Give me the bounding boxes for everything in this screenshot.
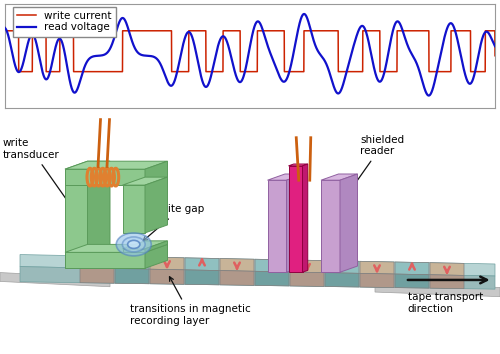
Polygon shape — [321, 174, 358, 180]
Polygon shape — [20, 267, 495, 289]
Polygon shape — [150, 257, 184, 270]
Polygon shape — [65, 252, 145, 268]
Polygon shape — [122, 185, 145, 233]
Polygon shape — [286, 174, 304, 272]
read voltage — [87, 56, 93, 60]
Polygon shape — [122, 249, 145, 252]
Polygon shape — [145, 177, 168, 233]
Polygon shape — [302, 164, 308, 272]
write current — [2, 29, 8, 33]
Ellipse shape — [116, 233, 151, 256]
Polygon shape — [145, 244, 168, 268]
read voltage — [430, 86, 436, 90]
Polygon shape — [65, 161, 168, 169]
Polygon shape — [145, 241, 168, 252]
Polygon shape — [360, 273, 394, 287]
Polygon shape — [80, 268, 114, 283]
Polygon shape — [185, 258, 219, 270]
Polygon shape — [268, 174, 304, 180]
Polygon shape — [80, 256, 114, 268]
Line: write current: write current — [5, 31, 495, 72]
Polygon shape — [0, 273, 110, 287]
Text: shielded
reader: shielded reader — [348, 135, 404, 194]
Legend: write current, read voltage: write current, read voltage — [12, 7, 116, 36]
Polygon shape — [65, 169, 145, 185]
Polygon shape — [150, 269, 184, 284]
Polygon shape — [325, 261, 359, 273]
Polygon shape — [290, 260, 324, 273]
write current — [16, 69, 22, 74]
Text: transitions in magnetic
recording layer: transitions in magnetic recording layer — [130, 277, 251, 326]
write current — [482, 29, 488, 33]
read voltage — [190, 37, 196, 41]
Polygon shape — [255, 259, 289, 272]
Polygon shape — [65, 244, 168, 252]
read voltage — [58, 38, 64, 42]
Polygon shape — [288, 166, 302, 272]
Text: tape transport
direction: tape transport direction — [408, 292, 483, 314]
read voltage — [492, 44, 498, 48]
Polygon shape — [288, 164, 308, 166]
write current — [58, 29, 64, 33]
Polygon shape — [321, 180, 340, 272]
write current — [190, 29, 196, 33]
Polygon shape — [290, 272, 324, 286]
Ellipse shape — [128, 240, 140, 249]
Polygon shape — [220, 270, 254, 285]
read voltage — [482, 30, 488, 34]
write current — [87, 69, 93, 74]
Polygon shape — [340, 174, 357, 272]
Polygon shape — [430, 263, 464, 275]
Polygon shape — [122, 177, 168, 185]
Polygon shape — [220, 258, 254, 271]
write current — [492, 53, 498, 58]
Polygon shape — [360, 261, 394, 274]
Polygon shape — [115, 268, 149, 284]
Ellipse shape — [122, 237, 145, 252]
Polygon shape — [20, 255, 495, 276]
Text: write gap: write gap — [143, 204, 204, 241]
read voltage — [211, 60, 217, 64]
Polygon shape — [268, 180, 286, 272]
Polygon shape — [430, 275, 464, 289]
Polygon shape — [375, 283, 500, 297]
Polygon shape — [65, 169, 88, 268]
Polygon shape — [395, 274, 429, 288]
Polygon shape — [185, 270, 219, 285]
Text: write
transducer: write transducer — [2, 138, 72, 208]
Polygon shape — [122, 241, 168, 249]
Polygon shape — [325, 273, 359, 287]
Polygon shape — [395, 262, 429, 275]
Polygon shape — [145, 161, 168, 185]
Line: read voltage: read voltage — [5, 14, 495, 96]
Polygon shape — [88, 161, 110, 268]
read voltage — [2, 26, 8, 30]
read voltage — [301, 12, 307, 16]
Polygon shape — [255, 271, 289, 286]
write current — [430, 69, 436, 74]
read voltage — [426, 93, 432, 98]
write current — [212, 69, 218, 74]
Polygon shape — [115, 256, 149, 269]
Polygon shape — [65, 161, 110, 169]
